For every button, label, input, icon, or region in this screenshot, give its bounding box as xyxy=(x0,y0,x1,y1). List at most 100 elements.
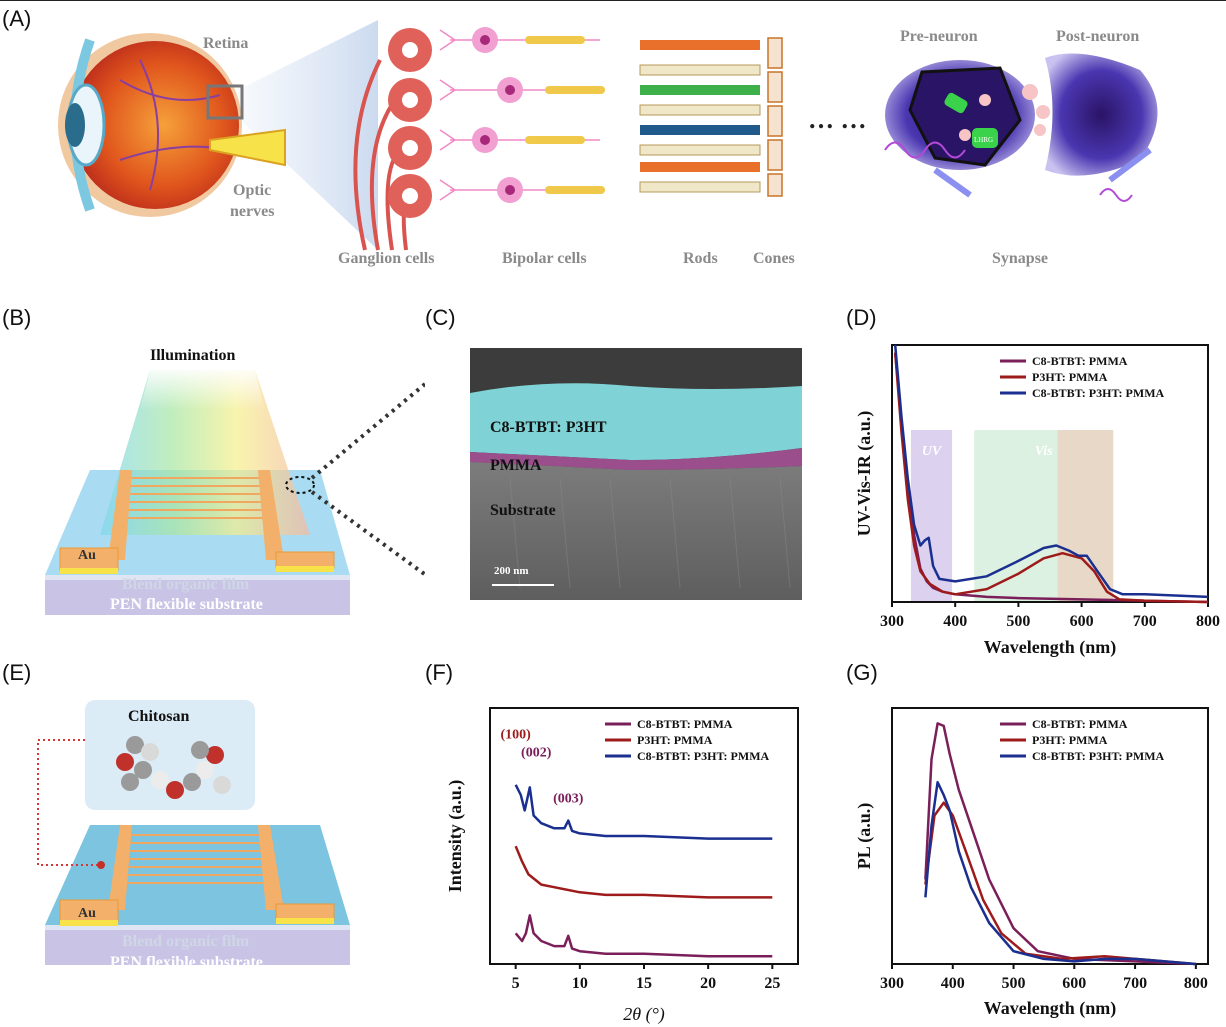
panel-label-d: (D) xyxy=(846,305,877,330)
pre-neuron-label: Pre-neuron xyxy=(900,28,978,45)
bipolar-cells xyxy=(439,27,605,203)
x-tick-label: 400 xyxy=(943,613,967,630)
illumination-label: Illumination xyxy=(150,347,236,364)
legend-label: C8-BTBT: PMMA xyxy=(1032,354,1128,368)
rod-cells xyxy=(639,40,761,193)
x-tick-label: 10 xyxy=(572,975,588,992)
y-axis-label: Intensity (a.u.) xyxy=(445,780,466,893)
chart-f-xrd: 5 10 15 20 25 2θ (°) Intensity (a.u.) C8-BTBT: … xyxy=(445,707,799,1025)
substrate-layer xyxy=(470,462,802,600)
region-label-uv: UV xyxy=(922,444,943,459)
region-label-vis: Vis xyxy=(1035,444,1053,459)
x-axis-label: 2θ (°) xyxy=(623,1004,665,1025)
blend-film-label-e: Blend organic film xyxy=(122,933,250,950)
pmma-layer-label: PMMA xyxy=(490,457,542,474)
zoom-beam xyxy=(238,20,378,250)
panel-label-c: (C) xyxy=(425,305,456,330)
series-line-3 xyxy=(924,780,1196,966)
cones-label: Cones xyxy=(753,250,795,267)
panel-label-b: (B) xyxy=(2,305,32,330)
panel-label-e: (E) xyxy=(2,660,32,685)
y-axis-label: UV-Vis-IR (a.u.) xyxy=(854,411,875,537)
chart-d-uv-vis: UV Vis 300 400 500 600 700 800 Wavelength (nm) UV… xyxy=(854,344,1220,658)
region-uv xyxy=(910,430,953,602)
blend-layer xyxy=(470,383,802,460)
chitosan-label: Chitosan xyxy=(128,708,190,725)
legend-label: P3HT: PMMA xyxy=(1032,733,1108,747)
x-tick-label: 5 xyxy=(512,975,520,992)
zoom-ellipse xyxy=(285,476,315,494)
x-tick-label: 600 xyxy=(1070,613,1094,630)
x-tick-label: 600 xyxy=(1062,975,1086,992)
x-tick-label: 800 xyxy=(1196,613,1220,630)
ganglion-label: Ganglion cells xyxy=(338,250,435,267)
eye-illustration xyxy=(58,33,286,217)
x-tick-label: 300 xyxy=(880,975,904,992)
legend-label: C8-BTBT: P3HT: PMMA xyxy=(637,749,770,763)
series-line-3 xyxy=(893,344,1209,599)
optic-label-line1: Optic xyxy=(233,182,272,199)
blend-film-label-b: Blend organic film xyxy=(122,576,250,593)
plot-frame xyxy=(891,707,1209,965)
chitosan-molecule xyxy=(116,736,231,799)
electrode-label-b: Au xyxy=(78,548,96,563)
panel-a-illustration: … … LHRG xyxy=(58,20,1158,251)
peak-label: (100) xyxy=(501,728,532,743)
substrate-layer-label: Substrate xyxy=(490,502,556,519)
top-rule xyxy=(0,0,1226,1)
region-vis-red-end xyxy=(1057,430,1114,602)
series-line-2 xyxy=(514,845,773,899)
post-neuron-label: Post-neuron xyxy=(1056,28,1140,45)
x-tick-label: 20 xyxy=(700,975,716,992)
panel-label-g: (G) xyxy=(846,660,878,685)
x-tick-label: 500 xyxy=(1006,613,1030,630)
bipolar-label: Bipolar cells xyxy=(502,250,587,267)
series-line-2 xyxy=(893,352,1209,604)
x-tick-label: 15 xyxy=(636,975,652,992)
optic-label-line2: nerves xyxy=(230,203,275,220)
y-axis-label: PL (a.u.) xyxy=(854,803,875,870)
retina-zoom-box xyxy=(206,84,244,120)
legend-label: C8-BTBT: P3HT: PMMA xyxy=(1032,386,1165,400)
x-tick-label: 700 xyxy=(1133,613,1157,630)
panel-c-sem-image xyxy=(470,348,802,600)
panel-label-a: (A) xyxy=(2,6,32,31)
synapse-illustration: LHRG xyxy=(884,53,1158,202)
peak-label: (003) xyxy=(553,792,584,807)
plot-frame xyxy=(891,344,1209,603)
x-tick-label: 500 xyxy=(1002,975,1026,992)
series-line-1 xyxy=(514,914,773,958)
pen-substrate-label-e: PEN flexible substrate xyxy=(110,954,263,971)
ganglion-cells xyxy=(353,28,432,251)
synapse-label: Synapse xyxy=(992,250,1049,267)
electrode-label-e: Au xyxy=(78,906,96,921)
series-line-2 xyxy=(924,801,1196,966)
cone-cells xyxy=(767,37,783,197)
pmma-layer xyxy=(470,448,802,470)
peak-label: (002) xyxy=(521,746,552,761)
x-tick-label: 25 xyxy=(764,975,780,992)
x-axis-label: Wavelength (nm) xyxy=(984,637,1117,658)
scale-bar-label: 200 nm xyxy=(494,565,529,577)
chart-g-pl: 300 400 500 600 700 800 Wavelength (nm) PL (a.u… xyxy=(854,707,1209,1019)
rods-label: Rods xyxy=(683,250,718,267)
legend-label: P3HT: PMMA xyxy=(637,733,713,747)
vesicle-label: LHRG xyxy=(974,136,993,144)
x-tick-label: 800 xyxy=(1184,975,1208,992)
ellipsis: … … xyxy=(808,105,867,134)
coating-pointer xyxy=(37,739,98,866)
blend-layer-label: C8-BTBT: P3HT xyxy=(490,419,607,436)
legend-label: C8-BTBT: P3HT: PMMA xyxy=(1032,749,1165,763)
pen-substrate-label-b: PEN flexible substrate xyxy=(110,596,263,613)
legend-label: C8-BTBT: PMMA xyxy=(637,717,733,731)
legend-label: C8-BTBT: PMMA xyxy=(1032,717,1128,731)
x-tick-label: 300 xyxy=(880,613,904,630)
series-line-3 xyxy=(514,784,773,840)
legend-label: P3HT: PMMA xyxy=(1032,370,1108,384)
x-tick-label: 400 xyxy=(941,975,965,992)
panel-b-device xyxy=(45,370,425,615)
panel-label-f: (F) xyxy=(425,660,454,685)
retina-label: Retina xyxy=(203,35,249,52)
x-axis-label: Wavelength (nm) xyxy=(984,998,1117,1019)
panel-e-device xyxy=(37,700,350,965)
